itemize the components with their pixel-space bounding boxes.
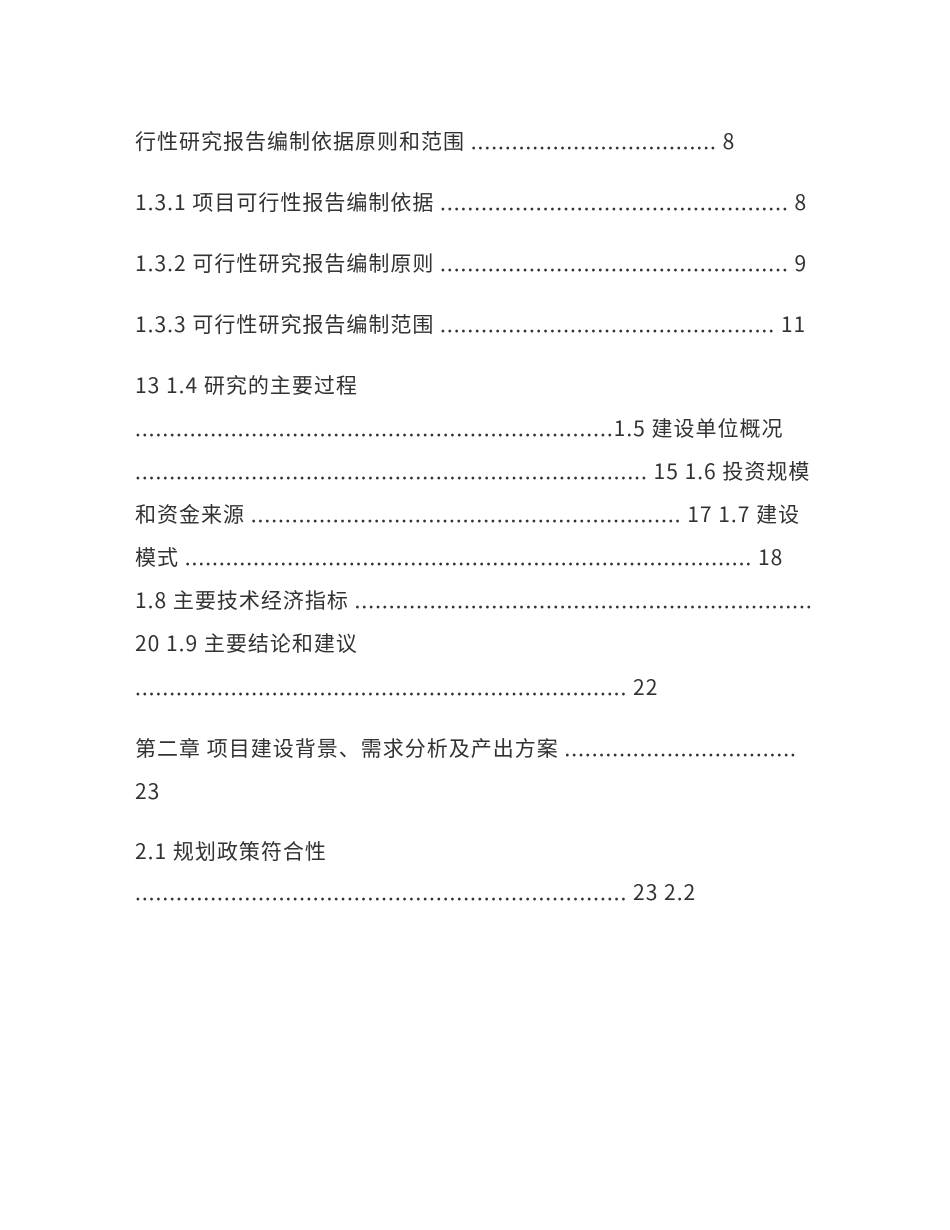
toc-entry-text: 1.3.1 项目可行性报告编制依据 ......................… bbox=[135, 187, 807, 217]
toc-entry-text: 2.1 规划政策符合性 ............................… bbox=[135, 836, 696, 907]
toc-entry: 行性研究报告编制依据原则和范围 ........................… bbox=[135, 120, 820, 163]
toc-entry-text: 1.3.3 可行性研究报告编制范围 ......................… bbox=[135, 309, 806, 339]
document-page: 行性研究报告编制依据原则和范围 ........................… bbox=[0, 0, 950, 1230]
toc-entry: 第二章 项目建设背景、需求分析及产出方案 ...................… bbox=[135, 727, 820, 813]
toc-entry: 1.3.2 可行性研究报告编制原则 ......................… bbox=[135, 242, 820, 285]
toc-entry: 2.1 规划政策符合性 ............................… bbox=[135, 831, 820, 913]
toc-entry-text: 第二章 项目建设背景、需求分析及产出方案 ...................… bbox=[135, 733, 797, 806]
toc-entry: 1.3.3 可行性研究报告编制范围 ......................… bbox=[135, 303, 820, 346]
toc-entry-text: 行性研究报告编制依据原则和范围 ........................… bbox=[135, 126, 735, 156]
toc-merged-block: 13 1.4 研究的主要过程 .........................… bbox=[135, 364, 820, 708]
toc-entry-text: 1.3.2 可行性研究报告编制原则 ......................… bbox=[135, 248, 807, 278]
toc-entry-text: 13 1.4 研究的主要过程 .........................… bbox=[135, 370, 813, 701]
toc-entry: 1.3.1 项目可行性报告编制依据 ......................… bbox=[135, 181, 820, 224]
